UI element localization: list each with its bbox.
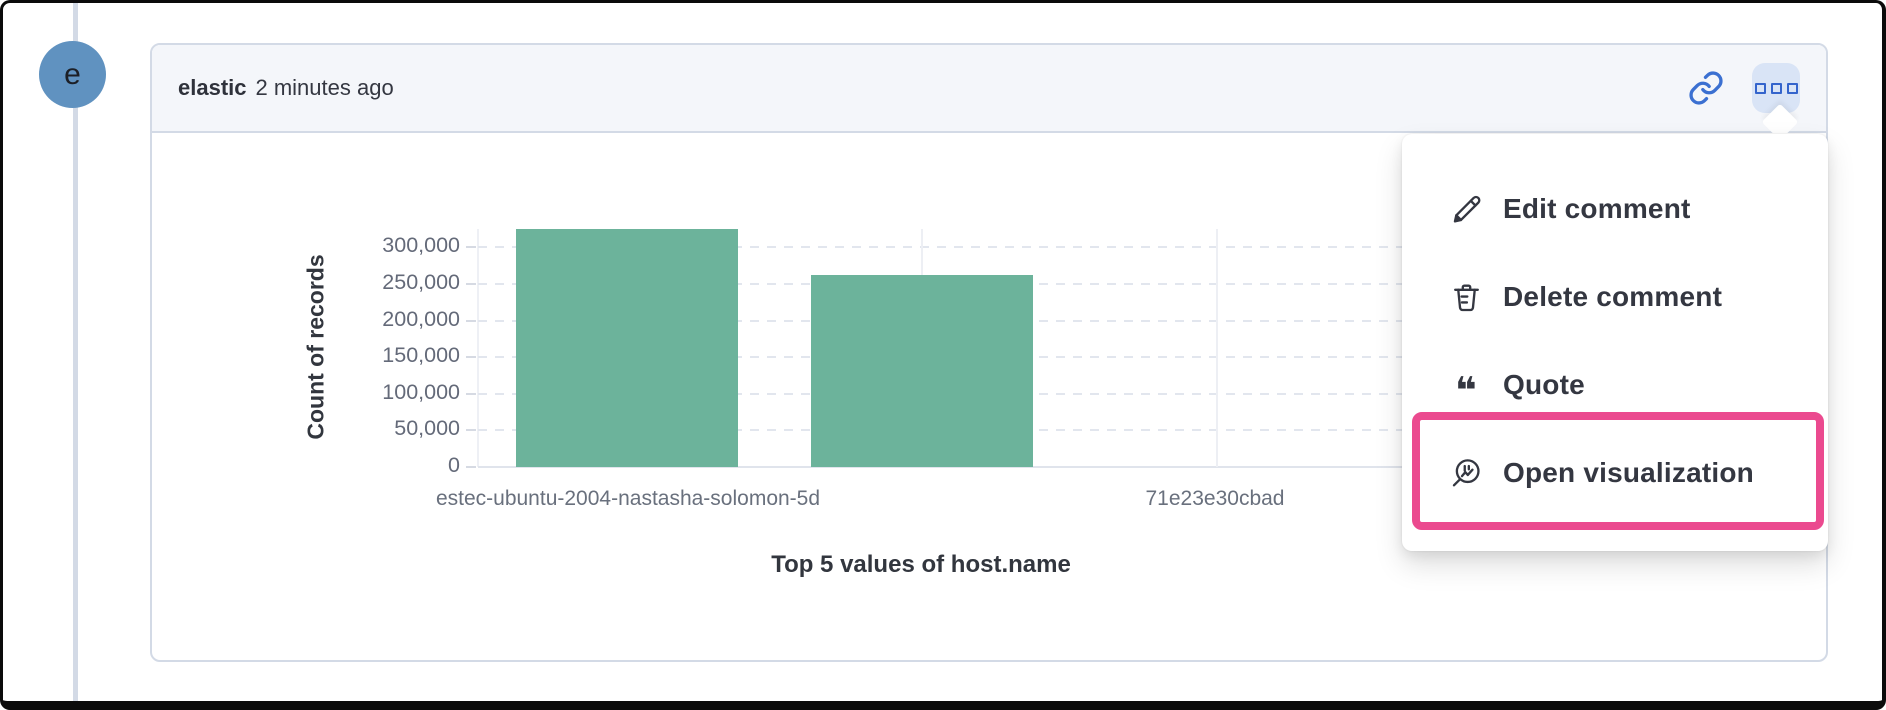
comment-actions — [1684, 63, 1800, 113]
menu-item-open-visualization[interactable]: Open visualization — [1402, 429, 1828, 517]
menu-item-delete-comment[interactable]: Delete comment — [1402, 253, 1828, 341]
menu-item-edit-comment[interactable]: Edit comment — [1402, 165, 1828, 253]
comment-actions-menu: Edit comment Delete comment ❝ Quote — [1402, 134, 1828, 551]
more-actions-button[interactable] — [1752, 63, 1800, 113]
thread-timeline — [73, 0, 78, 710]
pencil-icon — [1448, 191, 1484, 227]
menu-item-quote[interactable]: ❝ Quote — [1402, 341, 1828, 429]
quote-icon: ❝ — [1455, 369, 1477, 412]
comment-header: elastic 2 minutes ago — [152, 45, 1826, 133]
trash-icon — [1448, 279, 1484, 315]
boxes-horizontal-icon — [1754, 82, 1798, 94]
comment-author: elastic — [178, 75, 247, 100]
avatar: e — [39, 41, 106, 108]
comment-timestamp: 2 minutes ago — [255, 75, 394, 100]
link-icon — [1687, 69, 1725, 107]
copy-link-button[interactable] — [1684, 66, 1728, 110]
lens-icon — [1448, 455, 1484, 491]
